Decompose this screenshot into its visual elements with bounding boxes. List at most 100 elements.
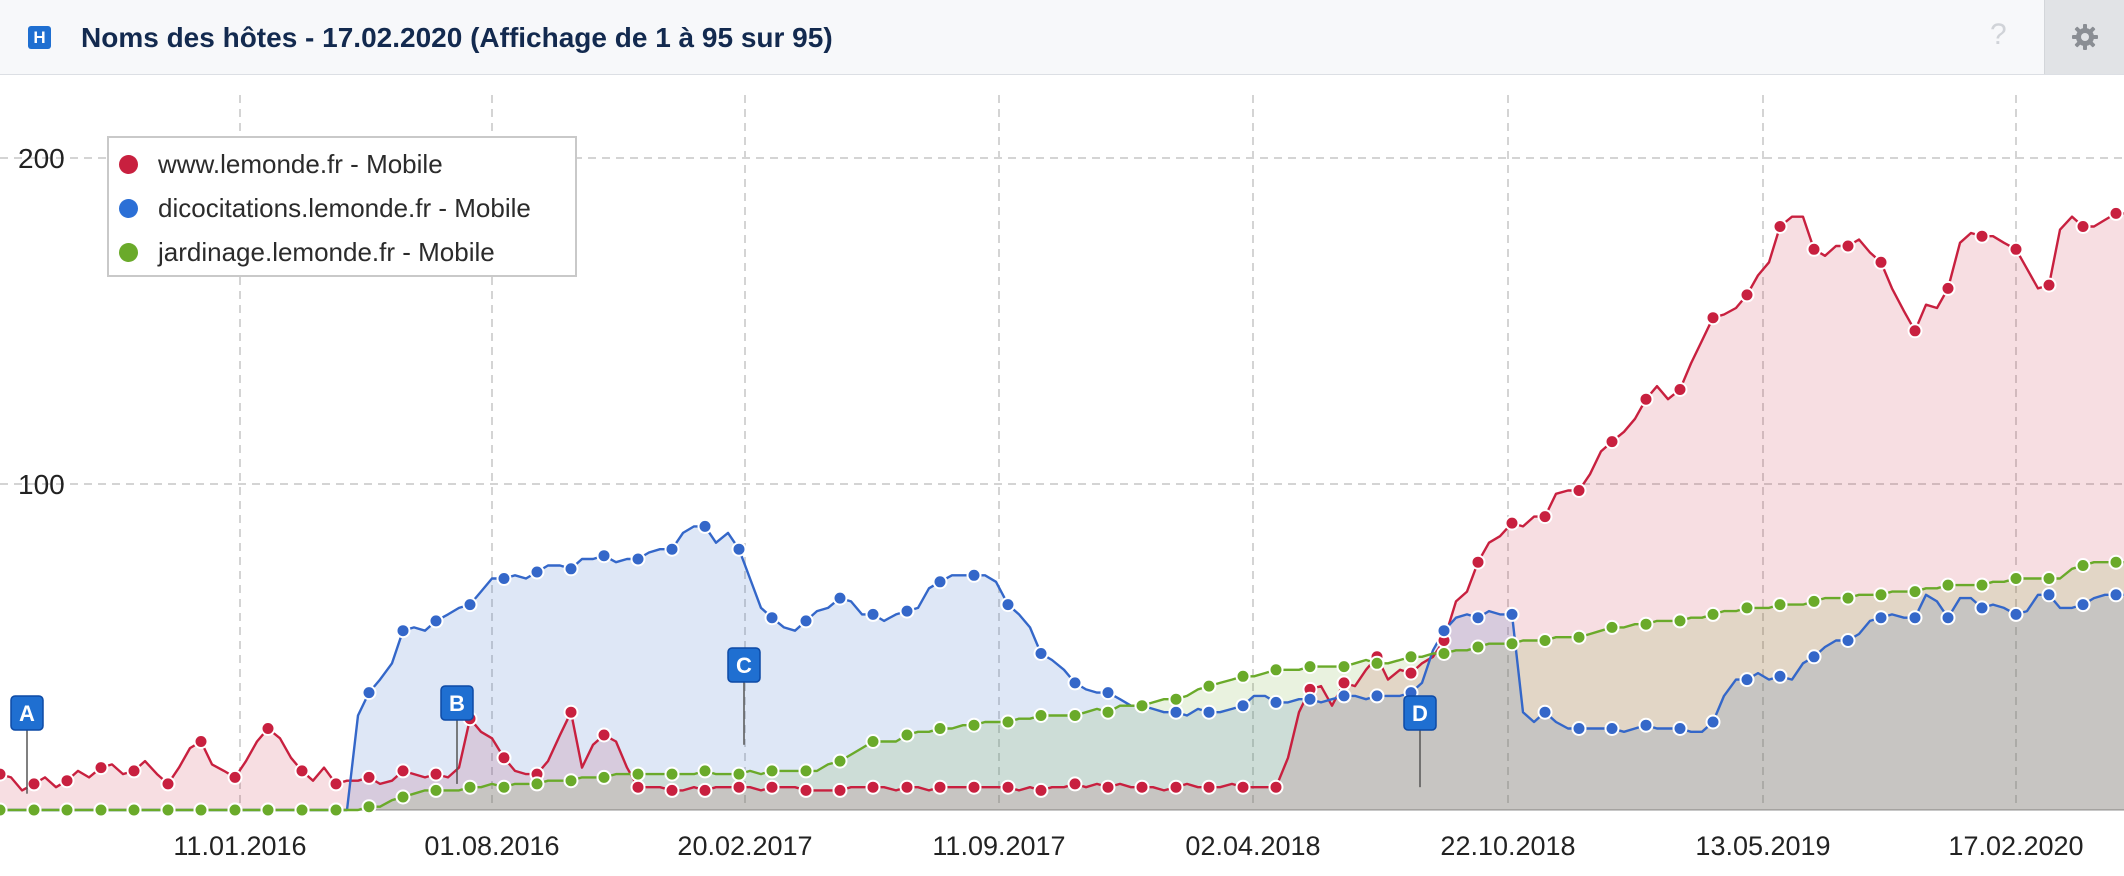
series-point-2 — [1571, 629, 1587, 645]
legend-dot — [119, 242, 138, 262]
x-tick-label: 11.01.2016 — [173, 831, 306, 861]
series-point-0 — [1806, 241, 1822, 257]
hostnames-chart: A B C D 100 200 11.01.2016 01.08.2016 20.02.20… — [0, 95, 2124, 861]
series-point-1 — [2075, 597, 2091, 613]
series-point-2 — [26, 802, 42, 818]
settings-button[interactable] — [2044, 0, 2124, 74]
series-point-2 — [1907, 584, 1923, 600]
series-point-2 — [328, 802, 344, 818]
series-point-1 — [596, 548, 612, 564]
series-point-1 — [1739, 672, 1755, 688]
series-point-0 — [1705, 310, 1721, 326]
legend-label: www.lemonde.fr - Mobile — [158, 148, 443, 179]
series-point-2 — [865, 734, 881, 749]
series-point-1 — [1571, 721, 1587, 736]
series-point-2 — [563, 773, 579, 789]
legend-item-jardinage[interactable]: jardinage.lemonde.fr - Mobile — [119, 232, 495, 272]
series-point-2 — [126, 802, 142, 818]
series-point-0 — [1100, 779, 1116, 795]
series-point-1 — [1235, 698, 1251, 714]
series-point-0 — [1268, 779, 1284, 795]
series-point-1 — [529, 564, 545, 580]
series-point-1 — [764, 610, 780, 626]
series-point-2 — [1268, 662, 1284, 678]
series-point-1 — [563, 561, 579, 577]
series-point-2 — [1302, 659, 1318, 675]
series-point-1 — [1974, 600, 1990, 616]
series-point-0 — [0, 766, 8, 782]
series-point-0 — [1470, 554, 1486, 570]
series-point-2 — [160, 802, 176, 818]
x-tick-label: 01.08.2016 — [424, 831, 559, 861]
series-point-0 — [361, 769, 377, 785]
series-point-2 — [395, 789, 411, 805]
series-point-2 — [1168, 691, 1184, 707]
series-point-1 — [1369, 688, 1385, 704]
series-point-2 — [428, 782, 444, 798]
series-point-0 — [832, 782, 848, 798]
y-tick-label: 100 — [18, 469, 65, 500]
series-point-0 — [731, 779, 747, 795]
series-point-2 — [1974, 577, 1990, 593]
legend-item-dicocitations[interactable]: dicocitations.lemonde.fr - Mobile — [119, 188, 531, 228]
series-point-1 — [1840, 633, 1856, 648]
series-point-2 — [1705, 606, 1721, 622]
series-point-1 — [1100, 685, 1116, 701]
x-tick-label: 20.02.2017 — [677, 831, 812, 861]
series-point-1 — [1504, 606, 1520, 622]
series-point-2 — [1235, 668, 1251, 684]
series-point-0 — [2008, 241, 2024, 257]
series-point-0 — [2041, 277, 2057, 293]
series-point-0 — [1168, 779, 1184, 795]
series-point-2 — [1067, 708, 1083, 723]
y-tick-label: 200 — [18, 143, 65, 174]
event-marker-box — [727, 647, 761, 683]
series-point-1 — [1302, 691, 1318, 707]
series-point-0 — [966, 779, 982, 795]
series-point-0 — [395, 763, 411, 779]
series-point-0 — [2108, 205, 2124, 221]
series-point-0 — [1336, 675, 1352, 691]
series-point-0 — [1772, 219, 1788, 234]
event-marker-label: D — [1412, 701, 1428, 726]
event-marker-c: C — [727, 647, 761, 745]
series-point-2 — [664, 766, 680, 782]
chart-legend: www.lemonde.fr - Mobile dicocitations.le… — [107, 136, 577, 277]
series-point-0 — [1907, 323, 1923, 339]
series-point-1 — [1873, 610, 1889, 626]
series-point-2 — [2108, 554, 2124, 570]
series-point-2 — [1772, 597, 1788, 613]
series-point-1 — [1638, 717, 1654, 733]
series-point-0 — [764, 779, 780, 795]
series-point-1 — [1806, 649, 1822, 665]
series-point-1 — [1336, 688, 1352, 704]
series-point-0 — [899, 779, 915, 795]
event-marker-label: B — [449, 691, 465, 716]
series-point-1 — [462, 597, 478, 613]
event-marker-box — [440, 685, 474, 721]
series-point-0 — [932, 779, 948, 795]
event-marker-box — [1403, 695, 1437, 731]
series-point-0 — [1571, 483, 1587, 498]
series-point-2 — [1604, 619, 1620, 635]
series-point-1 — [395, 623, 411, 639]
hostname-h-icon: H — [28, 26, 51, 49]
series-point-0 — [59, 773, 75, 789]
legend-item-www[interactable]: www.lemonde.fr - Mobile — [119, 144, 443, 184]
series-point-2 — [697, 763, 713, 779]
series-point-2 — [2041, 571, 2057, 586]
series-point-2 — [1100, 704, 1116, 720]
series-point-0 — [596, 727, 612, 743]
series-line-1 — [0, 525, 2124, 812]
series-line-0 — [0, 212, 2124, 792]
series-point-2 — [899, 727, 915, 743]
series-point-0 — [1000, 779, 1016, 795]
series-point-1 — [361, 685, 377, 701]
series-point-2 — [462, 779, 478, 795]
series-point-2 — [361, 799, 377, 815]
legend-label: dicocitations.lemonde.fr - Mobile — [158, 192, 531, 223]
series-point-2 — [1134, 698, 1150, 714]
series-point-1 — [932, 574, 948, 590]
series-point-1 — [1033, 646, 1049, 661]
question-icon[interactable]: ? — [1990, 18, 2007, 51]
